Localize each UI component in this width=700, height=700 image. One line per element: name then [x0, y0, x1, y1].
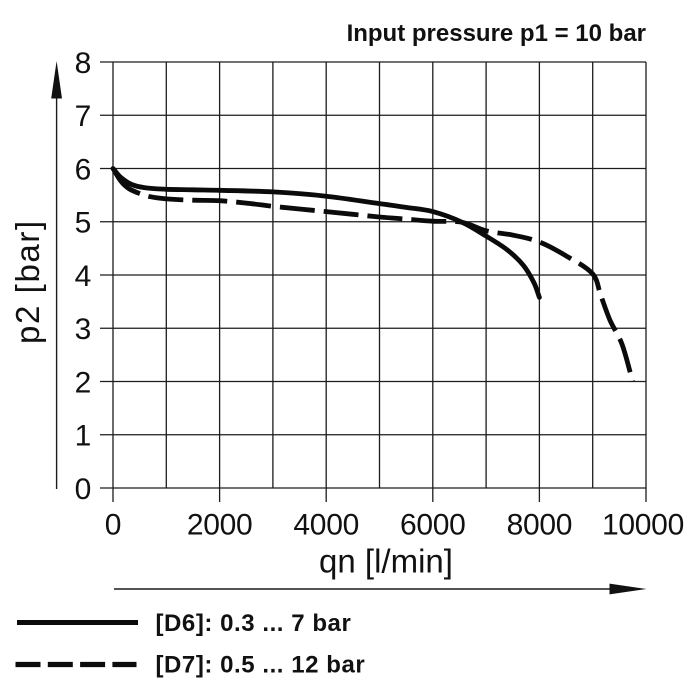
svg-text:6: 6 — [75, 153, 91, 186]
svg-text:3: 3 — [75, 313, 91, 346]
svg-text:8000: 8000 — [507, 509, 573, 542]
svg-text:6000: 6000 — [400, 509, 466, 542]
svg-text:[D6]: 0.3 ... 7 bar: [D6]: 0.3 ... 7 bar — [156, 610, 352, 637]
svg-text:2000: 2000 — [187, 509, 253, 542]
svg-text:4: 4 — [75, 260, 91, 293]
svg-text:10000: 10000 — [602, 509, 684, 542]
svg-text:qn [l/min]: qn [l/min] — [319, 543, 453, 580]
svg-text:1: 1 — [75, 420, 91, 453]
svg-text:5: 5 — [75, 207, 91, 240]
svg-text:Input pressure p1 = 10 bar: Input pressure p1 = 10 bar — [347, 20, 646, 47]
svg-text:8: 8 — [75, 47, 91, 80]
svg-text:2: 2 — [75, 366, 91, 399]
svg-text:7: 7 — [75, 100, 91, 133]
svg-text:0: 0 — [105, 509, 121, 542]
svg-text:[D7]: 0.5 ... 12 bar: [D7]: 0.5 ... 12 bar — [156, 652, 366, 679]
svg-text:p2 [bar]: p2 [bar] — [9, 219, 46, 344]
svg-text:0: 0 — [75, 473, 91, 506]
svg-text:4000: 4000 — [293, 509, 359, 542]
